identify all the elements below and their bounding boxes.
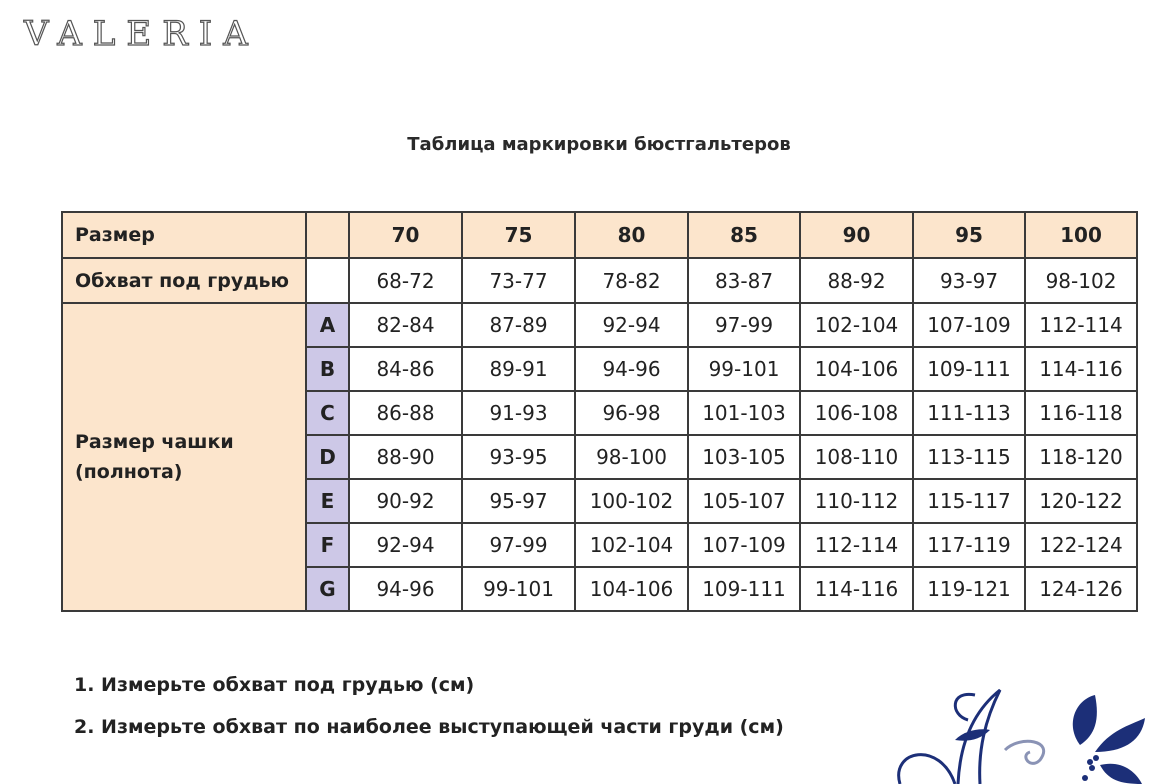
- bust-range-cell: 91-93: [461, 390, 576, 436]
- bust-range-cell: 114-116: [799, 566, 914, 612]
- bust-range-cell: 98-100: [574, 434, 689, 480]
- cup-letter: E: [305, 478, 350, 524]
- bust-range-cell: 84-86: [348, 346, 463, 392]
- bust-range-cell: 112-114: [799, 522, 914, 568]
- bust-range-cell: 99-101: [687, 346, 801, 392]
- cup-letter: B: [305, 346, 350, 392]
- bust-range-cell: 102-104: [799, 302, 914, 348]
- bust-range-cell: 107-109: [912, 302, 1026, 348]
- bust-range-cell: 105-107: [687, 478, 801, 524]
- bust-range-cell: 111-113: [912, 390, 1026, 436]
- bust-range-cell: 99-101: [461, 566, 576, 612]
- size-header-cell: 85: [687, 211, 801, 259]
- size-header-cell: 70: [348, 211, 463, 259]
- bust-range-cell: 94-96: [348, 566, 463, 612]
- bust-range-cell: 95-97: [461, 478, 576, 524]
- underbust-cell: 88-92: [799, 257, 914, 304]
- bust-range-cell: 104-106: [799, 346, 914, 392]
- blank-cell: [305, 257, 350, 304]
- bust-range-cell: 115-117: [912, 478, 1026, 524]
- instructions: 1. Измерьте обхват под грудью (см) 2. Из…: [74, 664, 784, 748]
- cup-label-line1: Размер чашки: [75, 431, 234, 453]
- cup-row: F 92-94 97-99 102-104 107-109 112-114 117-119 1…: [62, 522, 1138, 568]
- cup-row: G 94-96 99-101 104-106 109-111 114-116 119-121…: [62, 566, 1138, 612]
- bust-range-cell: 124-126: [1024, 566, 1138, 612]
- blank-cell: [305, 211, 350, 259]
- cup-letter: D: [305, 434, 350, 480]
- bust-range-cell: 122-124: [1024, 522, 1138, 568]
- underbust-cell: 68-72: [348, 257, 463, 304]
- underbust-label: Обхват под грудью: [61, 257, 307, 304]
- bust-range-cell: 87-89: [461, 302, 576, 348]
- size-header-cell: 90: [799, 211, 914, 259]
- brand-logo: VALERIA: [23, 13, 259, 54]
- size-header-cell: 95: [912, 211, 1026, 259]
- size-table: Размер 70 75 80 85 90 95 100 Обхват под грудью…: [61, 211, 1138, 612]
- bust-range-cell: 109-111: [687, 566, 801, 612]
- bust-range-cell: 89-91: [461, 346, 576, 392]
- bust-range-cell: 86-88: [348, 390, 463, 436]
- cup-row: D 88-90 93-95 98-100 103-105 108-110 113-115 11…: [62, 434, 1138, 480]
- bust-range-cell: 94-96: [574, 346, 689, 392]
- bust-range-cell: 92-94: [348, 522, 463, 568]
- instruction-1: 1. Измерьте обхват под грудью (см): [74, 674, 475, 696]
- bust-range-cell: 100-102: [574, 478, 689, 524]
- cup-letter: G: [305, 566, 350, 612]
- bust-range-cell: 97-99: [687, 302, 801, 348]
- size-header-cell: 80: [574, 211, 689, 259]
- bust-range-cell: 96-98: [574, 390, 689, 436]
- bust-range-cell: 113-115: [912, 434, 1026, 480]
- bust-range-cell: 101-103: [687, 390, 801, 436]
- size-header-cell: 100: [1024, 211, 1138, 259]
- bust-range-cell: 104-106: [574, 566, 689, 612]
- cup-row: Размер чашки (полнота) A 82-84 87-89 92-94 97-…: [61, 302, 1138, 612]
- bust-range-cell: 114-116: [1024, 346, 1138, 392]
- cup-row: C 86-88 91-93 96-98 101-103 106-108 111-113 116…: [62, 390, 1138, 436]
- size-row: Размер 70 75 80 85 90 95 100: [61, 211, 1138, 259]
- bust-range-cell: 93-95: [461, 434, 576, 480]
- bust-range-cell: 106-108: [799, 390, 914, 436]
- bust-range-cell: 117-119: [912, 522, 1026, 568]
- underbust-cell: 78-82: [574, 257, 689, 304]
- cup-size-label: Размер чашки (полнота): [61, 302, 307, 612]
- bust-range-cell: 90-92: [348, 478, 463, 524]
- size-header-cell: 75: [461, 211, 576, 259]
- bust-range-cell: 88-90: [348, 434, 463, 480]
- bust-range-cell: 107-109: [687, 522, 801, 568]
- bust-range-cell: 120-122: [1024, 478, 1138, 524]
- bust-range-cell: 82-84: [348, 302, 463, 348]
- bust-range-cell: 116-118: [1024, 390, 1138, 436]
- bust-range-cell: 97-99: [461, 522, 576, 568]
- cup-row: E 90-92 95-97 100-102 105-107 110-112 115-117 1…: [62, 478, 1138, 524]
- cup-letter: C: [305, 390, 350, 436]
- bust-range-cell: 119-121: [912, 566, 1026, 612]
- bust-range-cell: 112-114: [1024, 302, 1138, 348]
- underbust-cell: 93-97: [912, 257, 1026, 304]
- underbust-cell: 83-87: [687, 257, 801, 304]
- cup-letter: A: [305, 302, 350, 348]
- underbust-cell: 73-77: [461, 257, 576, 304]
- bust-range-cell: 110-112: [799, 478, 914, 524]
- page-title: Таблица маркировки бюстгальтеров: [407, 134, 791, 155]
- instruction-2: 2. Измерьте обхват по наиболее выступающ…: [74, 716, 784, 738]
- underbust-row: Обхват под грудью 68-72 73-77 78-82 83-87 88…: [61, 257, 1138, 304]
- floral-ornament-icon: [897, 688, 1145, 784]
- cup-letter: F: [305, 522, 350, 568]
- bust-range-cell: 103-105: [687, 434, 801, 480]
- cup-label-line2: (полнота): [75, 461, 183, 483]
- bust-range-cell: 118-120: [1024, 434, 1138, 480]
- bust-range-cell: 102-104: [574, 522, 689, 568]
- size-label: Размер: [61, 211, 307, 259]
- bust-range-cell: 108-110: [799, 434, 914, 480]
- cup-row: B 84-86 89-91 94-96 99-101 104-106 109-111 114-…: [62, 346, 1138, 392]
- bust-range-cell: 92-94: [574, 302, 689, 348]
- bust-range-cell: 109-111: [912, 346, 1026, 392]
- underbust-cell: 98-102: [1024, 257, 1138, 304]
